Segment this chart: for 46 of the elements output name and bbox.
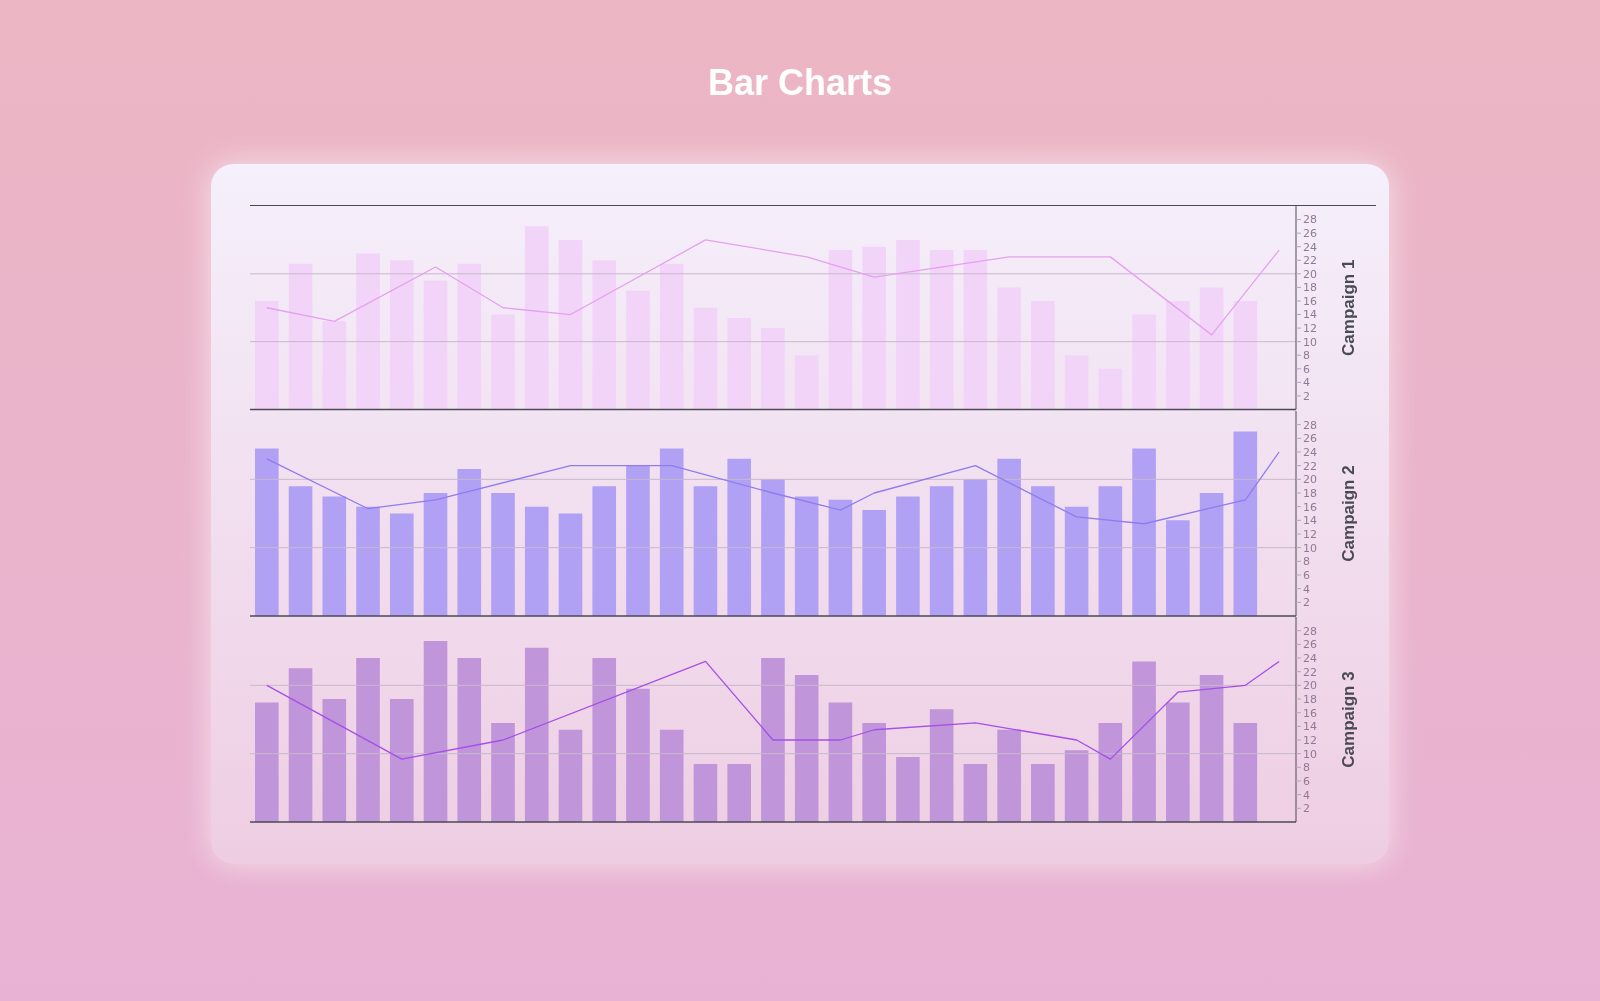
y-tick-label: 8 [1303, 761, 1310, 775]
y-tick-label: 22 [1303, 665, 1317, 679]
y-tick-label: 6 [1303, 362, 1310, 376]
y-tick-label: 4 [1303, 788, 1310, 802]
y-tick-label: 16 [1303, 294, 1317, 308]
y-tick-label: 12 [1303, 527, 1317, 541]
y-tick-label: 12 [1303, 322, 1317, 336]
y-tick-label: 2 [1303, 389, 1310, 403]
y-tick-label: 20 [1303, 473, 1317, 487]
y-tick-label: 10 [1303, 335, 1317, 349]
y-tick-label: 14 [1303, 514, 1317, 528]
y-tick-label: 22 [1303, 254, 1317, 268]
y-tick-label: 18 [1303, 486, 1317, 500]
y-tick-label: 24 [1303, 240, 1317, 254]
y-tick-label: 28 [1303, 418, 1317, 432]
y-tick-label: 4 [1303, 376, 1310, 390]
y-tick-label: 10 [1303, 747, 1317, 761]
y-axis-title: Campaign 2 [1339, 465, 1359, 562]
y-tick-label: 26 [1303, 227, 1317, 241]
y-tick-label: 4 [1303, 582, 1310, 596]
y-tick-label: 14 [1303, 720, 1317, 734]
y-tick-label: 24 [1303, 651, 1317, 665]
y-tick-label: 18 [1303, 692, 1317, 706]
chart-title: Bar Charts [706, 62, 894, 104]
y-tick-label: 22 [1303, 459, 1317, 473]
y-tick-label: 18 [1303, 281, 1317, 295]
y-tick-label: 16 [1303, 706, 1317, 720]
y-tick-label: 28 [1303, 213, 1317, 227]
y-tick-label: 16 [1303, 500, 1317, 514]
y-tick-label: 8 [1303, 349, 1310, 363]
y-axis-title: Campaign 1 [1339, 259, 1359, 356]
y-tick-label: 10 [1303, 541, 1317, 555]
y-tick-label: 14 [1303, 308, 1317, 322]
y-tick-label: 26 [1303, 638, 1317, 652]
y-tick-label: 8 [1303, 555, 1310, 569]
y-tick-label: 6 [1303, 774, 1310, 788]
y-tick-label: 26 [1303, 432, 1317, 446]
y-axis-title: Campaign 3 [1339, 671, 1359, 768]
y-tick-label: 6 [1303, 568, 1310, 582]
y-tick-label: 28 [1303, 624, 1317, 638]
y-tick-label: 24 [1303, 445, 1317, 459]
y-tick-label: 20 [1303, 679, 1317, 693]
y-tick-label: 2 [1303, 802, 1310, 816]
y-tick-label: 12 [1303, 733, 1317, 747]
y-tick-label: 20 [1303, 267, 1317, 281]
y-tick-label: 2 [1303, 596, 1310, 610]
